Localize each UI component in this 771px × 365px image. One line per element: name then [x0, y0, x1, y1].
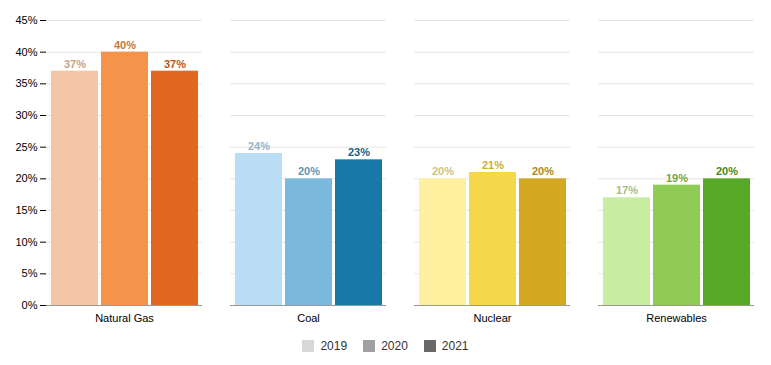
svg-text:Renewables: Renewables: [646, 312, 707, 324]
svg-text:20%: 20%: [15, 172, 37, 184]
svg-text:40%: 40%: [15, 46, 37, 58]
svg-text:20%: 20%: [432, 165, 454, 177]
svg-text:30%: 30%: [15, 109, 37, 121]
svg-text:35%: 35%: [15, 77, 37, 89]
svg-text:20%: 20%: [298, 165, 320, 177]
html-text:2019: 2019: [320, 339, 348, 353]
svg-text:40%: 40%: [114, 39, 136, 51]
svg-text:10%: 10%: [15, 236, 37, 248]
svg-text:5%: 5%: [22, 267, 38, 279]
svg-text:23%: 23%: [348, 146, 370, 158]
svg-text:Nuclear: Nuclear: [474, 312, 512, 324]
svg-text:25%: 25%: [15, 141, 37, 153]
svg-text:15%: 15%: [15, 204, 37, 216]
svg-text:21%: 21%: [482, 159, 504, 171]
svg-text:Natural Gas: Natural Gas: [95, 312, 154, 324]
svg-text:45%: 45%: [15, 14, 37, 26]
html-text:2021: 2021: [441, 339, 469, 353]
svg-text:0%: 0%: [22, 299, 38, 311]
svg-text:19%: 19%: [666, 172, 688, 184]
svg-text:37%: 37%: [64, 58, 86, 70]
html-text:2020: 2020: [381, 339, 408, 353]
svg-text:20%: 20%: [716, 165, 738, 177]
svg-text:24%: 24%: [248, 140, 270, 152]
svg-text:Coal: Coal: [297, 312, 320, 324]
svg-text:17%: 17%: [616, 184, 638, 196]
svg-text:20%: 20%: [532, 165, 554, 177]
svg-text:37%: 37%: [164, 58, 186, 70]
